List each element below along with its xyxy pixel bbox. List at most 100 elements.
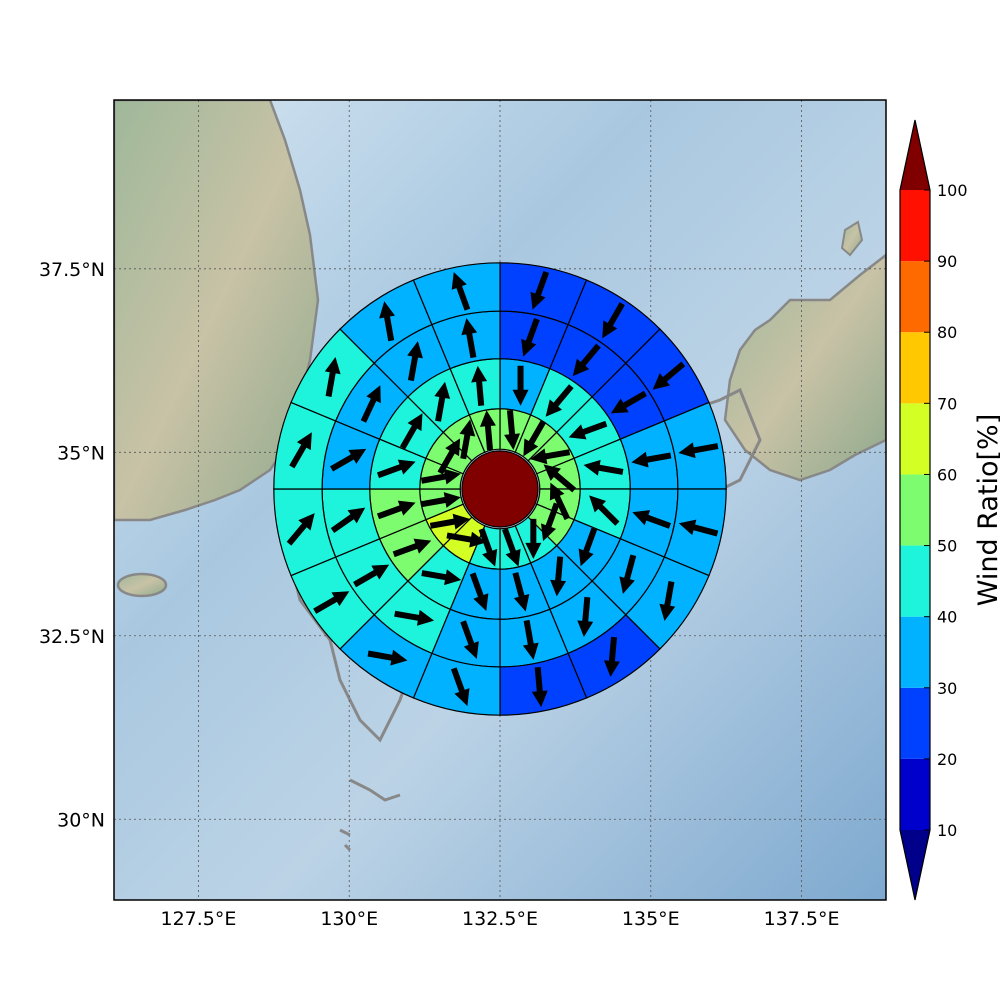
wind-arrow bbox=[407, 341, 423, 382]
ryukyu-islands bbox=[339, 778, 401, 852]
wind-arrow bbox=[530, 448, 571, 465]
colorbar-segment bbox=[900, 261, 930, 333]
wind-arrow bbox=[446, 531, 487, 548]
wind-arrow bbox=[478, 528, 498, 567]
wind-arrow bbox=[313, 591, 350, 614]
wind-arrow bbox=[589, 495, 620, 526]
x-tick-label: 132.5°E bbox=[462, 908, 538, 930]
wind-arrow bbox=[367, 649, 408, 666]
colorbar-tick-label: 20 bbox=[937, 750, 957, 769]
wind-arrow bbox=[434, 381, 451, 422]
wind-arrows bbox=[286, 271, 719, 708]
colorbar-tick-label: 100 bbox=[937, 181, 968, 200]
wind-arrow bbox=[289, 432, 312, 469]
wind-arrow bbox=[392, 538, 432, 558]
colorbar-tick-label: 90 bbox=[937, 252, 957, 271]
wind-arrow bbox=[512, 572, 530, 612]
wind-arrow bbox=[479, 410, 496, 451]
wind-arrow bbox=[632, 510, 671, 529]
wind-arrow bbox=[460, 620, 479, 659]
wind-arrow bbox=[577, 596, 594, 638]
wind-arrow bbox=[545, 384, 574, 417]
wind-arrow bbox=[399, 413, 423, 450]
wind-arrow bbox=[376, 500, 416, 520]
colorbar-segment bbox=[900, 403, 930, 475]
x-tick-label: 130°E bbox=[320, 908, 378, 930]
wind-arrow bbox=[572, 343, 601, 377]
wind-arrow bbox=[471, 365, 488, 406]
wind-arrow bbox=[461, 318, 478, 359]
wind-arrow bbox=[619, 554, 637, 594]
wind-arrow bbox=[521, 318, 540, 357]
colorbar-tick-label: 40 bbox=[937, 608, 957, 627]
wind-arrow bbox=[541, 502, 560, 542]
colorbar-segment bbox=[900, 332, 930, 404]
wind-arrow bbox=[512, 365, 529, 406]
colorbar-tick-label: 10 bbox=[937, 821, 957, 840]
x-axis-ticks: 127.5°E 130°E 132.5°E 135°E 137.5°E bbox=[160, 908, 839, 930]
wind-arrow bbox=[543, 464, 577, 493]
wind-arrow bbox=[550, 556, 567, 597]
wind-arrow bbox=[394, 609, 435, 626]
colorbar-under-triangle bbox=[900, 830, 930, 900]
y-tick-label: 32.5°N bbox=[39, 626, 105, 648]
wind-arrow bbox=[324, 357, 341, 397]
wind-arrow bbox=[568, 420, 608, 440]
x-tick-label: 135°E bbox=[622, 908, 680, 930]
colorbar-segment bbox=[900, 687, 930, 759]
wind-arrow bbox=[631, 451, 672, 468]
wind-arrow bbox=[450, 667, 470, 706]
colorbar-segment bbox=[900, 190, 930, 262]
wind-arrow bbox=[330, 448, 367, 472]
x-tick-label: 127.5°E bbox=[160, 908, 236, 930]
wind-arrow bbox=[525, 518, 542, 559]
y-tick-label: 30°N bbox=[57, 809, 105, 831]
wind-arrow bbox=[429, 513, 470, 530]
colorbar: 10 20 30 40 50 60 70 80 90 100 bbox=[899, 119, 968, 901]
wind-arrow bbox=[437, 438, 461, 475]
colorbar-tick-label: 80 bbox=[937, 323, 957, 342]
wind-arrow bbox=[469, 572, 489, 612]
wind-arrow bbox=[286, 513, 315, 546]
honshu-landmass bbox=[723, 253, 886, 482]
map-frame bbox=[113, 99, 887, 901]
center-disc bbox=[461, 450, 539, 528]
y-axis-ticks: 37.5°N 35°N 32.5°N 30°N bbox=[39, 259, 105, 831]
jeju-island bbox=[116, 572, 168, 598]
oki-island bbox=[840, 220, 864, 257]
wind-arrow bbox=[522, 619, 539, 660]
wind-arrow bbox=[678, 442, 719, 459]
wind-arrow bbox=[451, 272, 471, 311]
wind-arrow bbox=[502, 528, 521, 567]
wind-arrow bbox=[530, 271, 550, 310]
y-tick-label: 35°N bbox=[57, 442, 105, 464]
colorbar-segment bbox=[900, 474, 930, 546]
wind-arrow bbox=[603, 636, 620, 677]
colorbar-tick-label: 60 bbox=[937, 465, 957, 484]
sector-cell bbox=[412, 262, 501, 326]
wind-arrow bbox=[602, 302, 625, 339]
colorbar-over-triangle bbox=[900, 120, 930, 190]
wind-arrow bbox=[652, 361, 686, 390]
wind-arrow bbox=[420, 468, 461, 485]
colorbar-tick-label: 70 bbox=[937, 394, 957, 413]
wind-arrow bbox=[578, 527, 598, 567]
wind-arrow bbox=[330, 507, 366, 533]
wind-arrow bbox=[549, 482, 571, 521]
colorbar-tick-label: 50 bbox=[937, 537, 957, 556]
wind-arrow bbox=[678, 519, 719, 537]
y-tick-label: 37.5°N bbox=[39, 259, 105, 281]
x-tick-label: 137.5°E bbox=[764, 908, 840, 930]
wind-arrow bbox=[523, 420, 546, 457]
wind-arrow bbox=[659, 581, 676, 621]
wind-arrow bbox=[376, 459, 416, 479]
colorbar-segment bbox=[900, 545, 930, 617]
wind-arrow bbox=[360, 385, 381, 423]
wind-arrow bbox=[421, 569, 462, 586]
colorbar-title: Wind Ratio[%] bbox=[973, 414, 1000, 606]
colorbar-segment bbox=[900, 616, 930, 688]
wind-arrow bbox=[610, 390, 647, 414]
wind-arrow bbox=[504, 409, 521, 451]
wind-arrow bbox=[379, 301, 395, 342]
